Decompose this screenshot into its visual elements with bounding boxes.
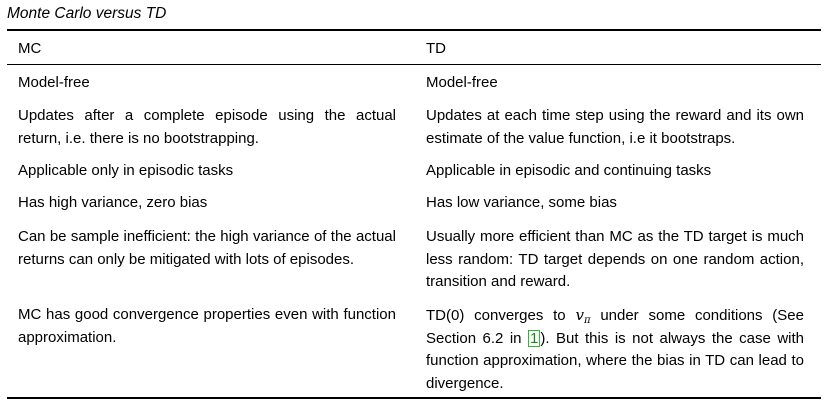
table-bottom-rule [7, 397, 821, 399]
math-base: v [575, 306, 584, 324]
table-cell-td: TD(0) converges to vπ under some conditi… [426, 304, 804, 395]
column-header-td: TD [426, 40, 446, 57]
table-caption: Monte Carlo versus TD [7, 5, 167, 22]
td-convergence-suffix: ). But this is not always the case with … [426, 329, 804, 392]
math-subscript: π [583, 315, 591, 326]
table-cell-mc: Updates after a complete episode using t… [18, 107, 396, 147]
table-header-rule [7, 64, 821, 65]
column-header-mc: MC [18, 40, 42, 57]
value-function-math: vπ [575, 306, 591, 326]
table-cell-mc: Has high variance, zero bias [18, 194, 208, 211]
td-convergence-middle: under some conditions (See Section 6.2 i… [426, 307, 804, 347]
table-cell-td: Applicable in episodic and continuing ta… [426, 162, 712, 179]
table-cell-mc: MC has good convergence properties even … [18, 306, 396, 346]
table-cell-mc: Model-free [18, 74, 90, 91]
table-cell-td: Usually more efficient than MC as the TD… [426, 228, 804, 290]
table-cell-mc: Applicable only in episodic tasks [18, 162, 234, 179]
table-cell-mc: Can be sample inefficient: the high vari… [18, 228, 396, 268]
table-top-rule [7, 29, 821, 31]
table-cell-td: Has low variance, some bias [426, 194, 617, 211]
td-convergence-prefix: TD(0) converges to [426, 307, 576, 324]
table-cell-td: Updates at each time step using the rewa… [426, 107, 804, 147]
table-cell-td: Model-free [426, 74, 498, 91]
citation-link[interactable]: 1 [528, 329, 541, 347]
